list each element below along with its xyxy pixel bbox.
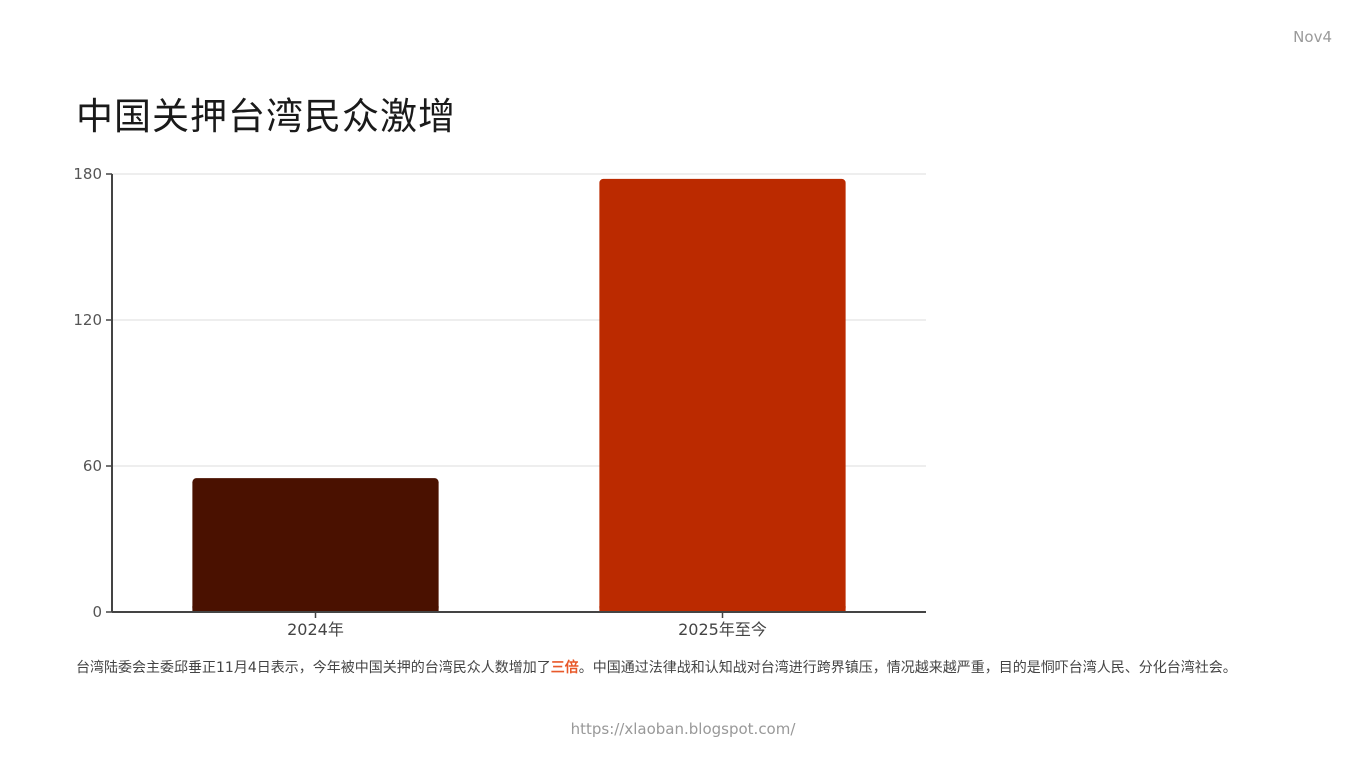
bar-base bbox=[192, 606, 439, 612]
y-tick-label: 60 bbox=[83, 457, 102, 475]
bar bbox=[599, 178, 846, 612]
caption-highlight: 三倍 bbox=[550, 660, 579, 676]
chart-caption: 台湾陆委会主委邱垂正11月4日表示，今年被中国关押的台湾民众人数增加了三倍。中国… bbox=[76, 657, 1237, 677]
footer-url[interactable]: https://xlaoban.blogspot.com/ bbox=[570, 720, 796, 738]
x-tick-label: 2025年至今 bbox=[678, 620, 767, 639]
caption-text-after: 。中国通过法律战和认知战对台湾进行跨界镇压，情况越来越严重，目的是恫吓台湾人民、… bbox=[578, 660, 1237, 676]
bar-base bbox=[599, 606, 846, 612]
x-tick-label: 2024年 bbox=[287, 620, 344, 639]
bar-chart: 0 60 120 180 2024年 2025年至今 bbox=[73, 165, 926, 639]
bar bbox=[192, 478, 439, 612]
y-tick-label: 0 bbox=[92, 603, 102, 621]
caption-text-before: 台湾陆委会主委邱垂正11月4日表示，今年被中国关押的台湾民众人数增加了 bbox=[76, 660, 551, 676]
y-tick-label: 180 bbox=[73, 165, 102, 183]
corner-tag: Nov4 bbox=[1293, 28, 1332, 46]
page-title: 中国关押台湾民众激增 bbox=[76, 95, 456, 138]
y-tick-label: 120 bbox=[73, 311, 102, 329]
